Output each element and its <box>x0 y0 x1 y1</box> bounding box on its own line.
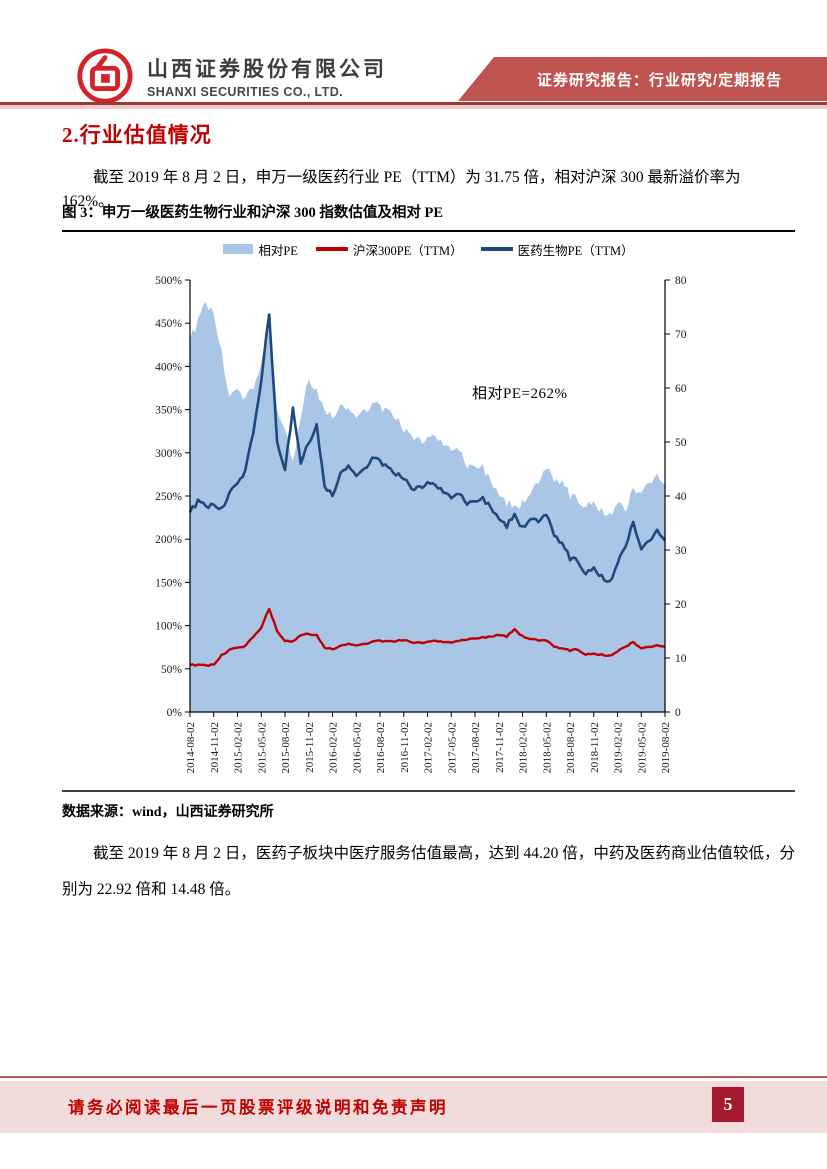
legend-swatch-pharma-pe <box>480 247 513 251</box>
svg-text:50%: 50% <box>161 664 183 676</box>
svg-text:2015-05-02: 2015-05-02 <box>256 722 268 773</box>
svg-text:350%: 350% <box>155 405 182 417</box>
svg-text:2014-11-02: 2014-11-02 <box>209 722 221 773</box>
svg-text:2016-11-02: 2016-11-02 <box>399 722 411 773</box>
svg-text:20: 20 <box>675 599 687 611</box>
svg-text:0%: 0% <box>167 707 183 719</box>
legend-swatch-hs300-pe <box>315 247 348 251</box>
svg-text:2017-05-02: 2017-05-02 <box>446 722 458 773</box>
svg-text:200%: 200% <box>155 534 182 546</box>
footer-band <box>0 1081 827 1133</box>
body-paragraph-1: 截至 2019 年 8 月 2 日，申万一级医药行业 PE（TTM）为 31.7… <box>62 169 741 210</box>
legend-label-hs300-pe: 沪深300PE（TTM） <box>352 243 463 258</box>
svg-text:2019-02-02: 2019-02-02 <box>613 722 625 773</box>
pe-valuation-chart: 0%50%100%150%200%250%300%350%400%450%500… <box>155 275 687 773</box>
svg-text:2019-08-02: 2019-08-02 <box>660 722 672 773</box>
svg-text:2018-02-02: 2018-02-02 <box>518 722 530 773</box>
svg-text:10: 10 <box>675 653 687 665</box>
company-name-block: 山西证券股份有限公司 SHANXI SECURITIES CO., LTD. <box>147 53 387 99</box>
svg-text:250%: 250% <box>155 491 182 503</box>
svg-text:80: 80 <box>675 275 687 287</box>
legend-item-hs300-pe: 沪深300PE（TTM） <box>315 240 463 259</box>
figure-source: 数据来源：wind，山西证券研究所 <box>62 790 795 821</box>
company-name-cn: 山西证券股份有限公司 <box>147 58 387 81</box>
figure-caption: 图 3：申万一级医药生物行业和沪深 300 指数估值及相对 PE <box>62 205 444 221</box>
legend-swatch-relative-pe <box>223 244 254 254</box>
svg-text:50: 50 <box>675 437 687 449</box>
report-type-banner: 证券研究报告：行业研究/定期报告 <box>458 57 827 101</box>
svg-text:2014-08-02: 2014-08-02 <box>185 722 197 773</box>
svg-text:2017-11-02: 2017-11-02 <box>494 722 506 773</box>
figure-3: 相对PE 沪深300PE（TTM） 医药生物PE（TTM） 0% 50% 100% 1… <box>62 230 795 821</box>
shanxi-securities-logo-icon <box>77 48 133 104</box>
svg-text:2019-05-02: 2019-05-02 <box>636 722 648 773</box>
svg-text:40: 40 <box>675 491 687 503</box>
svg-text:2015-08-02: 2015-08-02 <box>280 722 292 773</box>
page-number-badge: 5 <box>712 1087 744 1122</box>
chart-legend: 相对PE 沪深300PE（TTM） 医药生物PE（TTM） <box>62 232 795 262</box>
svg-text:2018-05-02: 2018-05-02 <box>541 722 553 773</box>
svg-text:2016-02-02: 2016-02-02 <box>328 722 340 773</box>
svg-text:2018-11-02: 2018-11-02 <box>589 722 601 773</box>
svg-text:70: 70 <box>675 329 687 341</box>
svg-text:2016-05-02: 2016-05-02 <box>351 722 363 773</box>
svg-text:2015-11-02: 2015-11-02 <box>304 722 316 773</box>
svg-text:500%: 500% <box>155 275 182 287</box>
footer-disclaimer: 请务必阅读最后一页股票评级说明和免责声明 <box>68 1098 448 1117</box>
header-divider-dark <box>0 102 827 105</box>
section-title: 2.行业估值情况 <box>62 123 212 147</box>
header-divider-pink <box>0 105 827 109</box>
svg-text:0: 0 <box>675 707 681 719</box>
footer-divider <box>0 1076 827 1078</box>
legend-item-pharma-pe: 医药生物PE（TTM） <box>480 240 634 259</box>
legend-label-pharma-pe: 医药生物PE（TTM） <box>517 243 634 258</box>
svg-text:100%: 100% <box>155 621 182 633</box>
chart-annotation: 相对PE=262% <box>472 386 568 402</box>
company-name-en: SHANXI SECURITIES CO., LTD. <box>147 85 343 99</box>
svg-text:2017-02-02: 2017-02-02 <box>423 722 435 773</box>
body-paragraph-2: 截至 2019 年 8 月 2 日，医药子板块中医疗服务估值最高，达到 44.2… <box>62 845 795 898</box>
legend-label-relative-pe: 相对PE <box>258 243 298 258</box>
svg-text:400%: 400% <box>155 361 182 373</box>
svg-text:2018-08-02: 2018-08-02 <box>565 722 577 773</box>
svg-text:450%: 450% <box>155 318 182 330</box>
svg-text:60: 60 <box>675 383 687 395</box>
svg-text:2015-02-02: 2015-02-02 <box>233 722 245 773</box>
svg-text:2017-08-02: 2017-08-02 <box>470 722 482 773</box>
legend-item-relative-pe: 相对PE <box>223 240 298 259</box>
svg-text:150%: 150% <box>155 577 182 589</box>
svg-text:2016-08-02: 2016-08-02 <box>375 722 387 773</box>
svg-text:30: 30 <box>675 545 687 557</box>
svg-text:300%: 300% <box>155 448 182 460</box>
